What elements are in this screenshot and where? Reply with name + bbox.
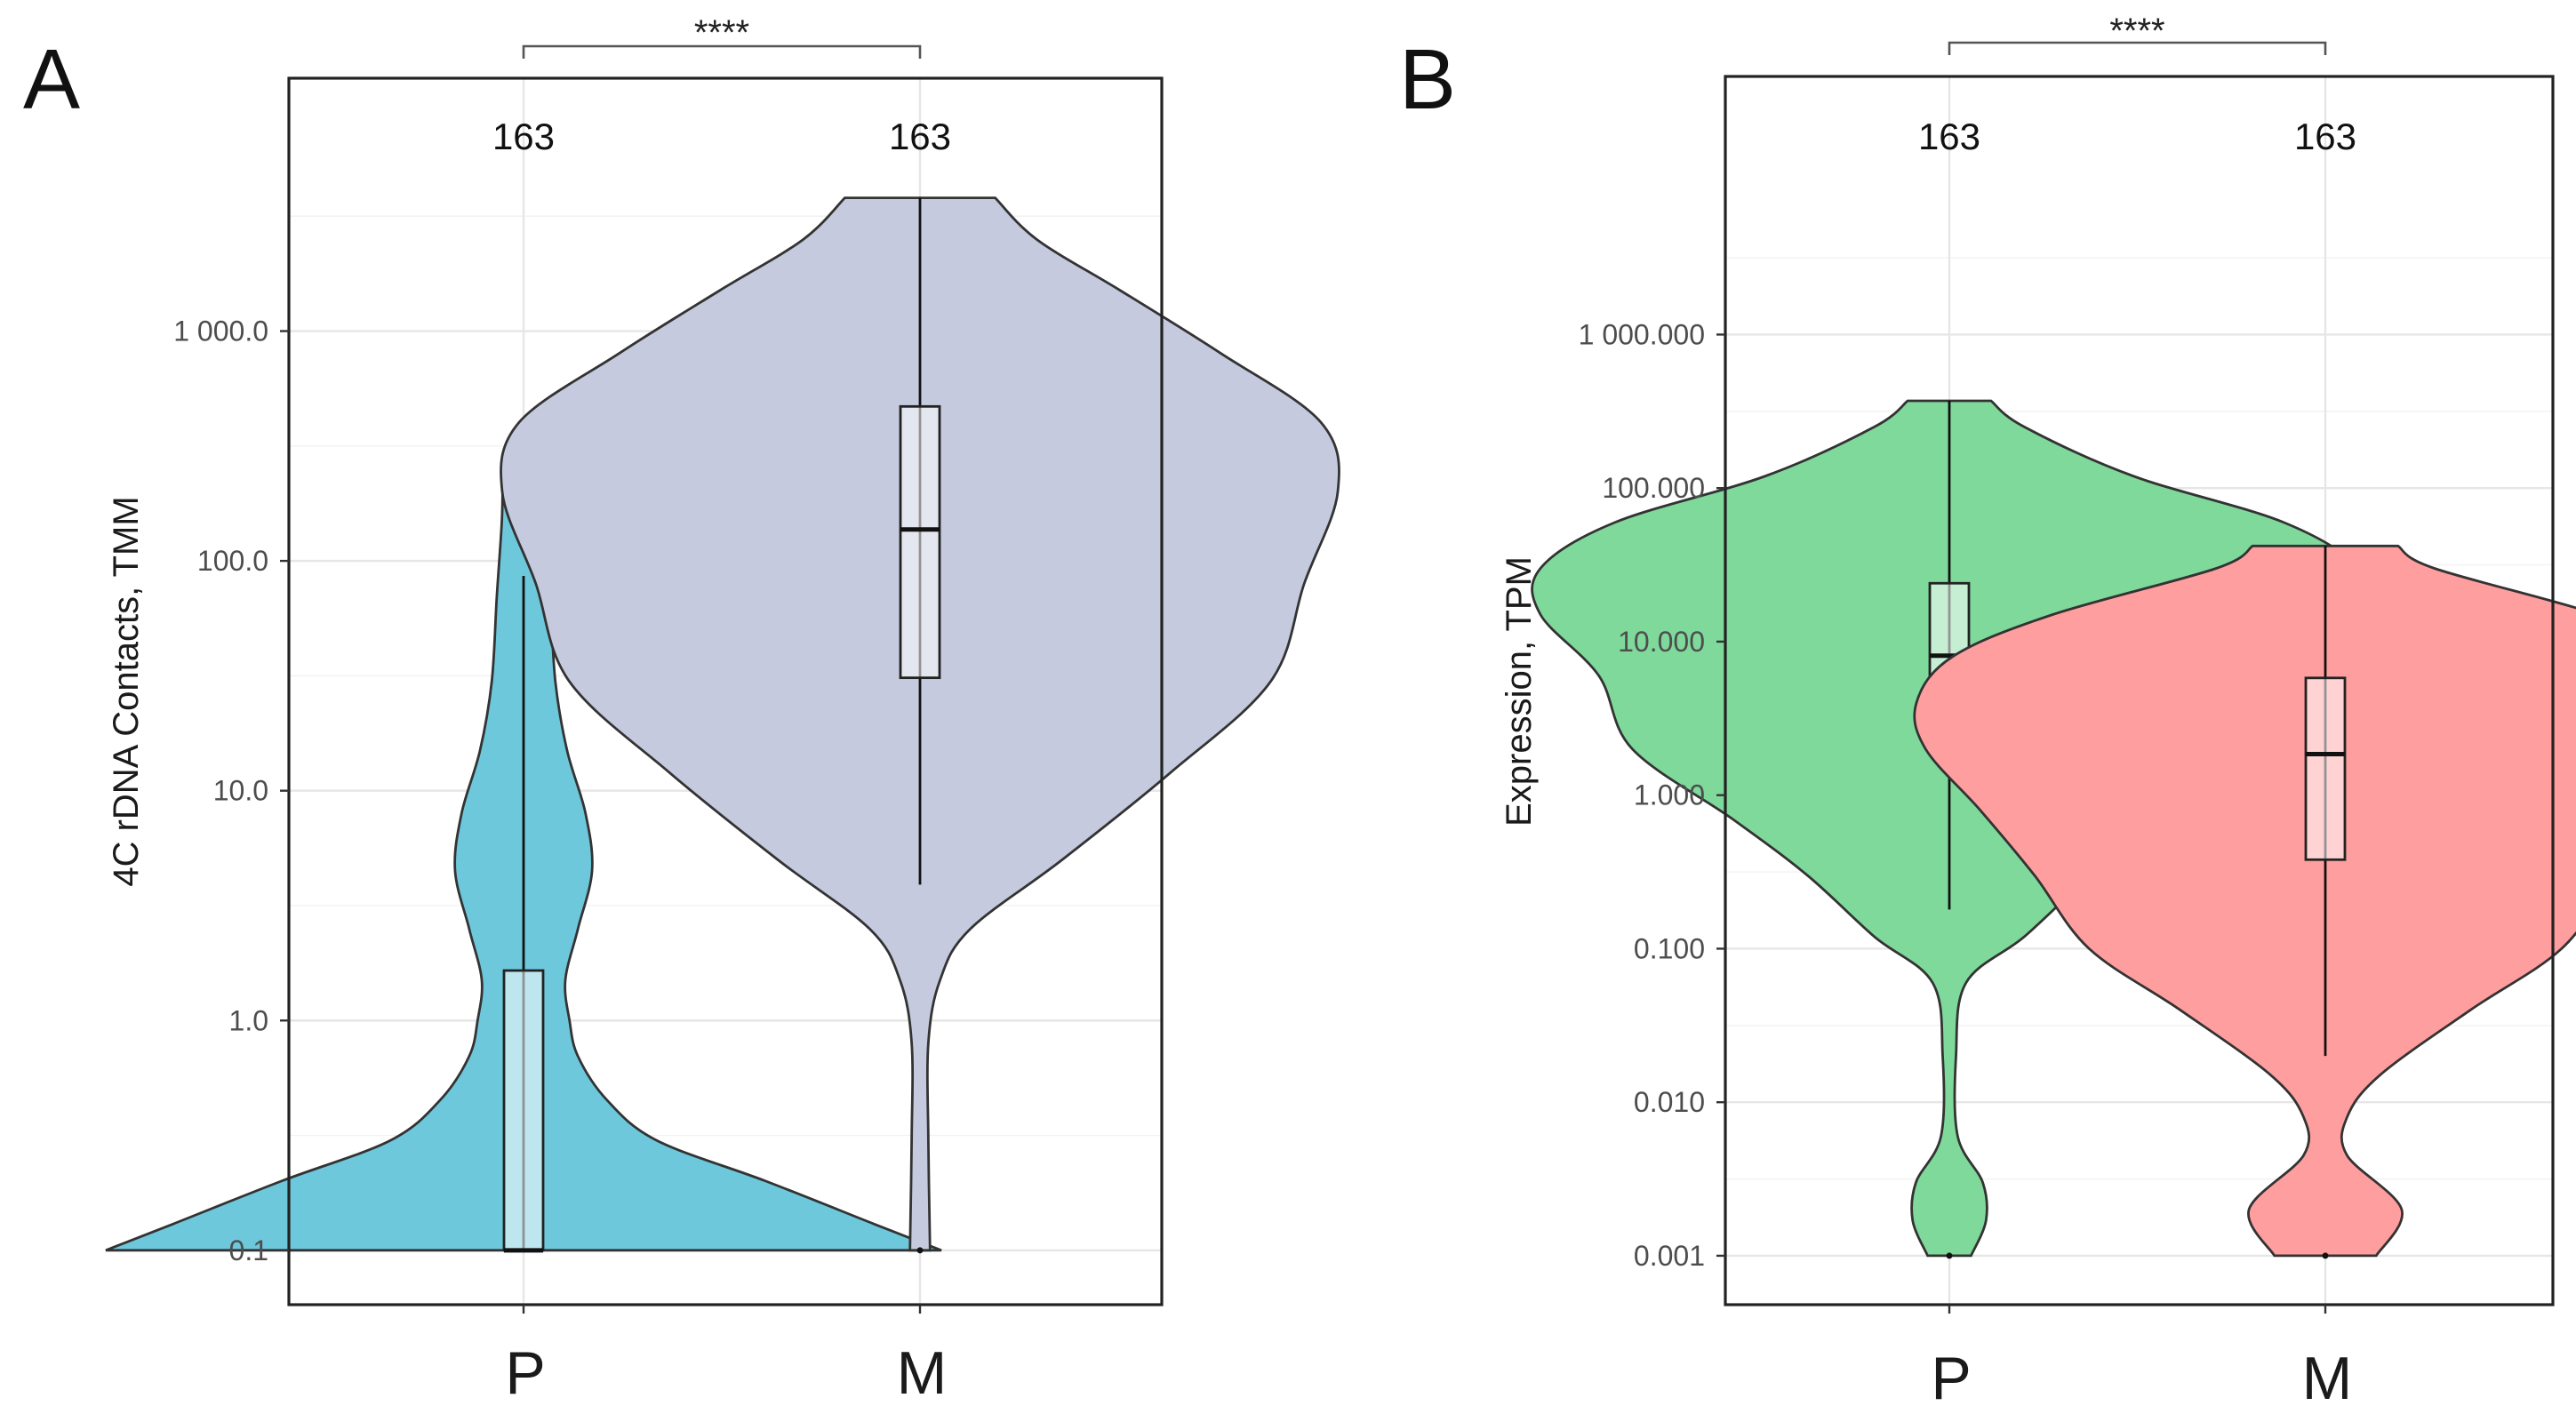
panel-a-box-m bbox=[899, 404, 941, 680]
panel-b-letter: B bbox=[1399, 32, 1456, 127]
panel-b-counts: 163 163 bbox=[1918, 116, 2356, 157]
panel-a-y-tick-label: 1 000.0 bbox=[173, 316, 268, 348]
panel-b-y-axis: 0.001 0.010 0.100 1.000 10.000 100.000 1 000.0… bbox=[1579, 318, 1725, 1272]
panel-a-y-tick-label: 0.1 bbox=[229, 1234, 268, 1266]
panel-a-outlier-m bbox=[916, 1247, 924, 1254]
panel-b-significance: **** bbox=[1948, 12, 2327, 55]
panel-b-count-label: 163 bbox=[2294, 116, 2356, 157]
panel-b-y-tick-label: 0.100 bbox=[1634, 932, 1705, 964]
panel-a-significance: **** bbox=[522, 13, 922, 59]
panel-a-violins bbox=[105, 196, 1340, 1254]
panel-b-outlier-m bbox=[2322, 1252, 2329, 1259]
panel-b-x-tick-label-m: M bbox=[2302, 1345, 2353, 1412]
panel-b-y-axis-title: Expression, TPM bbox=[1500, 556, 1539, 827]
panel-a-x-tick-label-p: P bbox=[505, 1339, 545, 1407]
panel-a-count-label: 163 bbox=[889, 116, 951, 157]
panel-b-significance-bracket bbox=[1948, 41, 2327, 55]
panel-a-counts: 163 163 bbox=[492, 116, 951, 157]
panel-a-significance-label: **** bbox=[694, 13, 749, 52]
panel-b-y-tick-label: 10.000 bbox=[1618, 626, 1705, 658]
panel-b-y-tick-label: 0.001 bbox=[1634, 1240, 1705, 1272]
panel-b-x-tick-label-p: P bbox=[1931, 1345, 1971, 1412]
panel-b-border bbox=[1724, 75, 2555, 1306]
panel-a-border bbox=[287, 76, 1164, 1306]
panel-a-x-tick-label-m: M bbox=[897, 1339, 948, 1407]
panel-a-box-p bbox=[502, 969, 545, 1252]
panel-b-box-m bbox=[2304, 676, 2347, 861]
panel-b-y-tick-label: 100.000 bbox=[1602, 472, 1705, 504]
panel-a-count-label: 163 bbox=[492, 116, 555, 157]
panel-a-y-tick-label: 10.0 bbox=[213, 775, 268, 807]
panel-a-y-axis: 0.1 1.0 10.0 100.0 1 000.0 bbox=[173, 316, 289, 1266]
panel-b: 0.001 0.010 0.100 1.000 10.000 100.000 1 000.0… bbox=[1399, 12, 2576, 1412]
panel-b-y-tick-label: 1.000 bbox=[1634, 779, 1705, 811]
panel-a-significance-bracket bbox=[522, 44, 922, 59]
panel-b-outlier-p bbox=[1946, 1252, 1953, 1259]
panel-b-y-tick-label: 1 000.000 bbox=[1579, 318, 1705, 350]
panel-a-y-tick-label: 1.0 bbox=[229, 1004, 268, 1036]
panel-b-y-tick-label: 0.010 bbox=[1634, 1086, 1705, 1118]
panel-b-significance-label: **** bbox=[2109, 12, 2164, 51]
panel-a-y-tick-label: 100.0 bbox=[197, 545, 268, 577]
panel-a-y-axis-title: 4C rDNA Contacts, TMM bbox=[107, 496, 146, 886]
panel-b-violins bbox=[1531, 399, 2576, 1259]
panel-a-letter: A bbox=[23, 32, 80, 127]
panel-b-count-label: 163 bbox=[1918, 116, 1980, 157]
panel-b-violin-m bbox=[1913, 544, 2576, 1258]
